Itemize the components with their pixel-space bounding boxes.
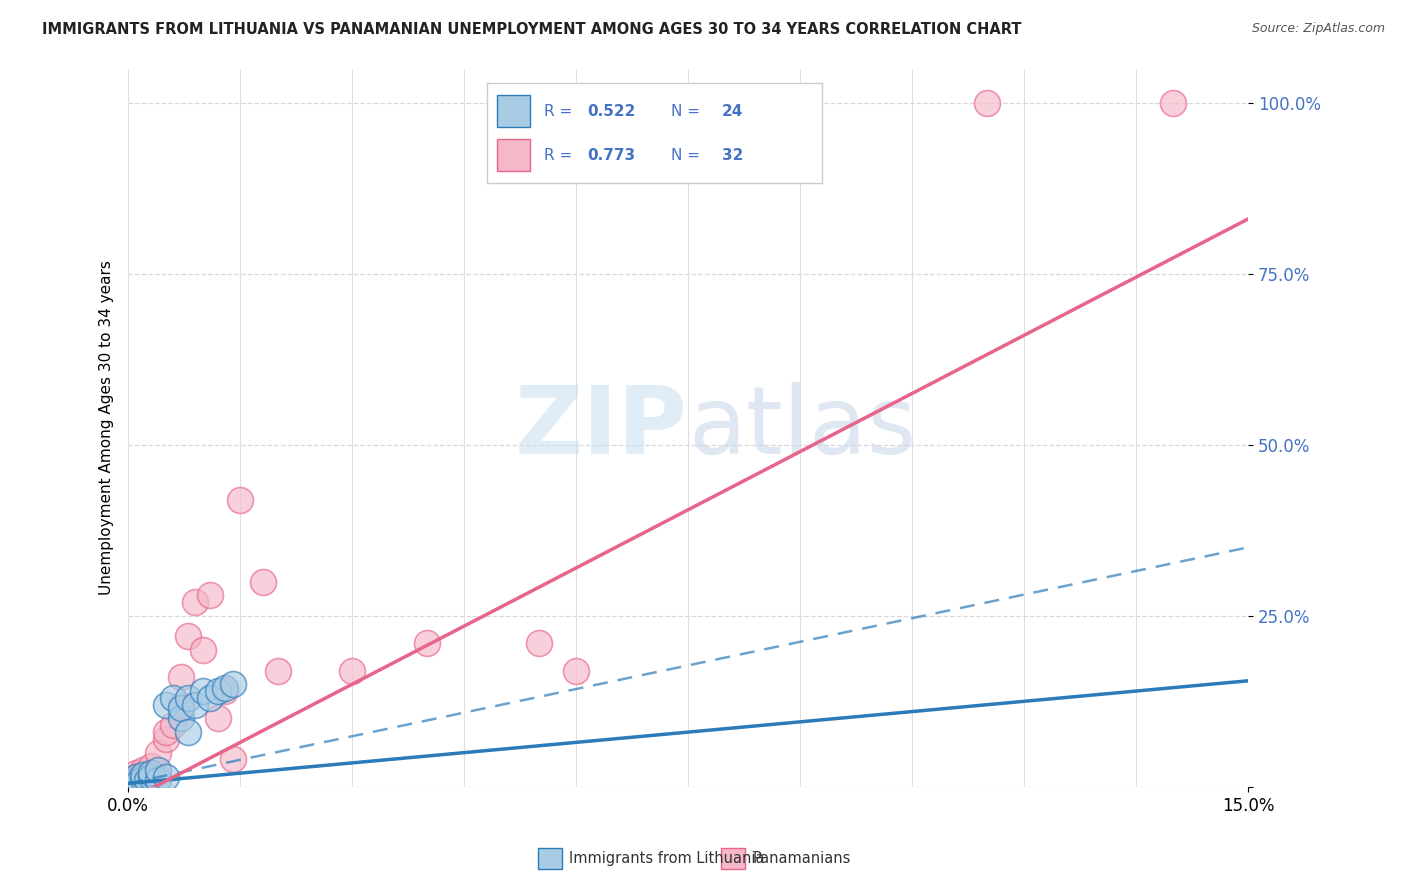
Point xyxy=(125,770,148,784)
Point xyxy=(252,574,274,589)
Bar xyxy=(537,847,562,870)
Point xyxy=(121,776,143,790)
Point xyxy=(146,746,169,760)
Point xyxy=(155,731,177,746)
Bar xyxy=(721,847,745,870)
Point xyxy=(222,677,245,691)
Point xyxy=(135,772,157,787)
Text: atlas: atlas xyxy=(688,382,917,474)
Point xyxy=(200,588,222,602)
Point xyxy=(155,770,177,784)
Point xyxy=(125,766,148,780)
Point xyxy=(162,718,184,732)
Point xyxy=(155,725,177,739)
Point xyxy=(184,595,207,609)
Point xyxy=(207,684,229,698)
Point xyxy=(132,772,155,786)
Point xyxy=(266,664,288,678)
Point xyxy=(146,770,169,784)
Point xyxy=(207,711,229,725)
Text: Source: ZipAtlas.com: Source: ZipAtlas.com xyxy=(1251,22,1385,36)
Point xyxy=(200,690,222,705)
Text: Panamanians: Panamanians xyxy=(752,851,851,866)
Point xyxy=(125,770,148,784)
Point xyxy=(527,636,550,650)
Point xyxy=(184,698,207,712)
Text: IMMIGRANTS FROM LITHUANIA VS PANAMANIAN UNEMPLOYMENT AMONG AGES 30 TO 34 YEARS C: IMMIGRANTS FROM LITHUANIA VS PANAMANIAN … xyxy=(42,22,1022,37)
Point xyxy=(565,664,588,678)
Point xyxy=(177,629,200,643)
Point xyxy=(125,772,148,787)
Point xyxy=(191,684,214,698)
Point xyxy=(1163,95,1185,110)
Point xyxy=(139,770,162,784)
Point xyxy=(222,752,245,766)
Point xyxy=(132,767,155,781)
Point xyxy=(169,701,191,715)
Point xyxy=(340,664,363,678)
Point xyxy=(976,95,998,110)
Text: Immigrants from Lithuania: Immigrants from Lithuania xyxy=(569,851,765,866)
Point xyxy=(146,763,169,777)
Point xyxy=(229,492,252,507)
Point xyxy=(139,766,162,780)
Point xyxy=(214,681,236,695)
Point xyxy=(191,643,214,657)
Point xyxy=(139,766,162,780)
Point xyxy=(169,698,191,712)
Point xyxy=(135,770,157,784)
Point xyxy=(214,684,236,698)
Y-axis label: Unemployment Among Ages 30 to 34 years: Unemployment Among Ages 30 to 34 years xyxy=(100,260,114,595)
Point xyxy=(121,772,143,787)
Point xyxy=(162,690,184,705)
Point xyxy=(177,690,200,705)
Point xyxy=(132,766,155,780)
Point xyxy=(155,698,177,712)
Point xyxy=(132,763,155,777)
Point xyxy=(128,772,150,787)
Point xyxy=(169,670,191,684)
Point xyxy=(177,725,200,739)
Point xyxy=(139,759,162,773)
Point xyxy=(169,711,191,725)
Point xyxy=(416,636,439,650)
Point xyxy=(128,774,150,789)
Text: ZIP: ZIP xyxy=(515,382,688,474)
Point xyxy=(146,772,169,787)
